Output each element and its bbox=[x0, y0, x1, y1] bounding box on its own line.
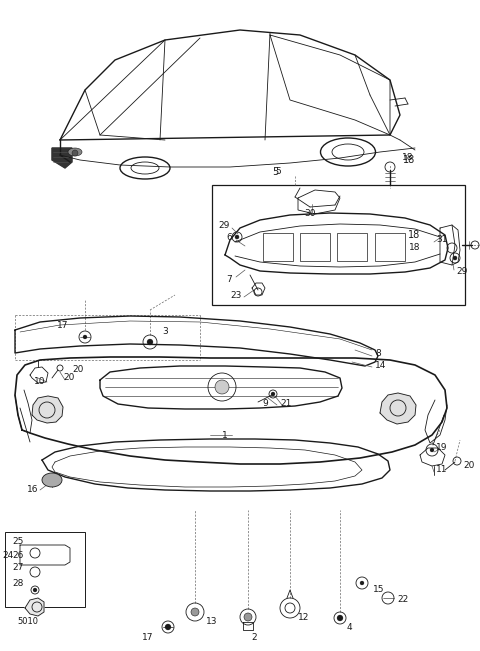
Circle shape bbox=[430, 448, 434, 452]
Text: 1: 1 bbox=[222, 430, 228, 439]
Text: 5: 5 bbox=[275, 167, 281, 176]
Text: 27: 27 bbox=[12, 564, 24, 572]
Text: 8: 8 bbox=[375, 350, 381, 359]
Circle shape bbox=[83, 335, 87, 339]
Bar bbox=[337, 233, 367, 261]
Ellipse shape bbox=[68, 148, 82, 156]
Text: 28: 28 bbox=[12, 579, 24, 587]
Text: 31: 31 bbox=[436, 236, 447, 245]
Text: 11: 11 bbox=[436, 465, 447, 475]
Text: 29: 29 bbox=[218, 221, 230, 230]
Text: 4: 4 bbox=[347, 624, 353, 633]
Circle shape bbox=[453, 256, 457, 260]
Text: 12: 12 bbox=[298, 613, 310, 622]
Text: 10: 10 bbox=[34, 378, 45, 387]
Text: 13: 13 bbox=[206, 618, 217, 626]
Text: 18: 18 bbox=[408, 230, 420, 240]
Text: 18: 18 bbox=[403, 155, 415, 165]
Circle shape bbox=[191, 608, 199, 616]
Text: 19: 19 bbox=[436, 443, 448, 452]
Text: 17: 17 bbox=[142, 633, 153, 641]
Text: 22: 22 bbox=[397, 596, 408, 605]
Text: 2: 2 bbox=[251, 633, 257, 643]
Polygon shape bbox=[25, 598, 44, 616]
Text: 21: 21 bbox=[280, 398, 291, 408]
Text: 26: 26 bbox=[12, 551, 24, 561]
Circle shape bbox=[235, 235, 239, 239]
Text: 20: 20 bbox=[72, 365, 84, 374]
Bar bbox=[375, 233, 405, 261]
Text: 18: 18 bbox=[409, 243, 420, 253]
Circle shape bbox=[337, 615, 343, 621]
Circle shape bbox=[360, 581, 364, 585]
Text: 5: 5 bbox=[272, 167, 278, 177]
Text: 24: 24 bbox=[2, 551, 13, 559]
Circle shape bbox=[165, 624, 171, 630]
Circle shape bbox=[147, 339, 153, 345]
Bar bbox=[5, 532, 85, 607]
Text: 20: 20 bbox=[463, 462, 474, 471]
Text: 5010: 5010 bbox=[17, 618, 38, 626]
Text: 23: 23 bbox=[230, 290, 242, 299]
Text: 3: 3 bbox=[162, 327, 168, 337]
Text: 17: 17 bbox=[57, 322, 68, 331]
Text: 9: 9 bbox=[262, 400, 268, 408]
Circle shape bbox=[33, 588, 37, 592]
Text: 15: 15 bbox=[373, 585, 384, 594]
Circle shape bbox=[271, 392, 275, 396]
Text: 16: 16 bbox=[26, 486, 38, 495]
Circle shape bbox=[72, 150, 78, 156]
Bar bbox=[263, 233, 293, 261]
Text: 6: 6 bbox=[226, 232, 232, 242]
Bar bbox=[300, 233, 330, 261]
Text: 25: 25 bbox=[12, 538, 24, 546]
Polygon shape bbox=[32, 396, 63, 423]
Bar bbox=[212, 185, 465, 305]
Circle shape bbox=[215, 380, 229, 394]
Polygon shape bbox=[380, 393, 416, 424]
Text: 20: 20 bbox=[63, 374, 74, 383]
Text: 29: 29 bbox=[456, 268, 468, 277]
Ellipse shape bbox=[42, 473, 62, 487]
Circle shape bbox=[244, 613, 252, 621]
Text: 7: 7 bbox=[226, 275, 232, 284]
Text: 18: 18 bbox=[402, 154, 413, 163]
Polygon shape bbox=[52, 148, 72, 168]
Text: 30: 30 bbox=[304, 208, 316, 217]
Text: 14: 14 bbox=[375, 361, 386, 370]
